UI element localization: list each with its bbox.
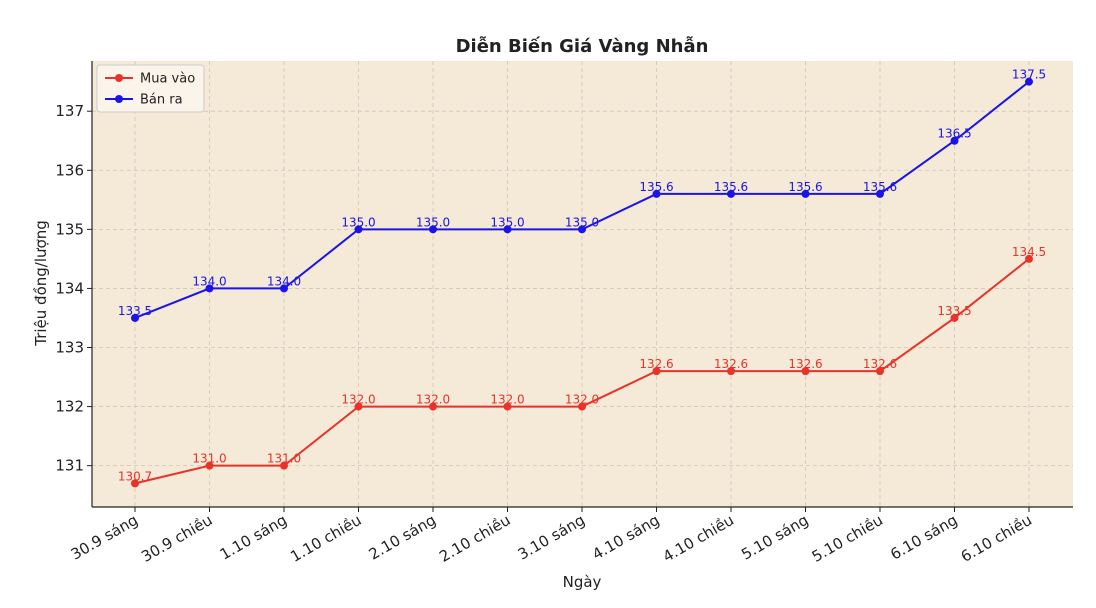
- y-tick-label: 132: [55, 398, 84, 416]
- data-point: [205, 284, 214, 293]
- x-tick-label: 30.9 sáng: [68, 511, 141, 564]
- data-label: 137.5: [1012, 68, 1046, 82]
- data-point: [727, 367, 735, 376]
- data-point: [578, 402, 586, 411]
- data-point: [429, 225, 437, 234]
- data-point: [950, 313, 959, 322]
- y-tick-label: 134: [55, 279, 84, 297]
- x-tick-label: 5.10 chiều: [809, 511, 886, 566]
- data-label: 135.6: [714, 180, 748, 194]
- x-tick-label: 1.10 sáng: [217, 511, 290, 564]
- data-label: 134.0: [267, 274, 301, 288]
- data-point: [1025, 254, 1033, 263]
- data-label: 134.0: [192, 274, 226, 288]
- data-label: 132.0: [341, 393, 375, 407]
- data-point: [876, 189, 884, 198]
- data-point: [578, 225, 586, 234]
- x-tick-label: 4.10 chiều: [660, 511, 737, 566]
- data-label: 134.5: [1012, 245, 1046, 259]
- data-label: 132.6: [863, 357, 897, 371]
- data-label: 135.6: [788, 180, 822, 194]
- y-tick-label: 135: [55, 220, 84, 238]
- data-point: [652, 367, 661, 376]
- x-axis-title: Ngày: [563, 573, 602, 591]
- data-label: 132.6: [714, 357, 748, 371]
- data-label: 135.6: [639, 180, 673, 194]
- data-label: 132.0: [416, 393, 450, 407]
- data-label: 132.0: [490, 393, 524, 407]
- x-tick-label: 5.10 sáng: [738, 511, 811, 564]
- x-tick-label: 30.9 chiều: [138, 511, 215, 566]
- data-label: 135.0: [490, 215, 524, 229]
- legend-box: [96, 64, 205, 113]
- x-tick-label: 2.10 chiều: [436, 511, 513, 566]
- y-tick-label: 136: [55, 161, 84, 179]
- data-label: 135.0: [341, 215, 375, 229]
- legend-marker-dot-ban-ra: [115, 95, 123, 103]
- data-label: 135.6: [863, 180, 897, 194]
- y-tick-label: 131: [55, 457, 84, 475]
- legend-marker-dot-mua-vao: [115, 74, 123, 82]
- data-point: [354, 402, 363, 411]
- data-point: [1025, 77, 1033, 86]
- plot-background: [92, 61, 1073, 507]
- x-tick-label: 1.10 chiều: [287, 511, 364, 566]
- data-label: 136.5: [937, 127, 971, 141]
- data-point: [801, 189, 810, 198]
- x-tick-label: 2.10 sáng: [366, 511, 439, 564]
- data-label: 130.7: [118, 469, 152, 483]
- legend-label-ban-ra: Bán ra: [140, 93, 183, 108]
- data-label: 133.5: [937, 304, 971, 318]
- data-label: 131.0: [267, 452, 301, 466]
- data-labels: 130.7 131.0 131.0 132.0 132.0 132.0 132.0 132.6…: [118, 68, 1046, 484]
- data-label: 132.6: [788, 357, 822, 371]
- data-point: [205, 461, 214, 470]
- data-label: 135.0: [416, 215, 450, 229]
- data-label: 132.0: [565, 393, 599, 407]
- x-tick-label: 3.10 sáng: [515, 511, 588, 564]
- data-point: [503, 402, 512, 411]
- data-point: [429, 402, 437, 411]
- data-point: [131, 313, 139, 322]
- data-label: 132.6: [639, 357, 673, 371]
- data-point: [876, 367, 884, 376]
- data-point: [727, 189, 735, 198]
- data-point: [131, 479, 139, 488]
- data-label: 135.0: [565, 215, 599, 229]
- data-point: [280, 461, 288, 470]
- data-point: [280, 284, 288, 293]
- data-label: 131.0: [192, 452, 226, 466]
- x-tick-label: 6.10 sáng: [887, 511, 960, 564]
- data-label: 133.5: [118, 304, 152, 318]
- data-point: [503, 225, 512, 234]
- data-point: [801, 367, 810, 376]
- x-tick-label: 4.10 sáng: [589, 511, 662, 564]
- data-point: [652, 189, 661, 198]
- axes: [87, 61, 1073, 512]
- series-lines: [131, 77, 1033, 488]
- x-tick-label: 6.10 chiều: [958, 511, 1035, 566]
- legend: Mua vào Bán ra: [96, 64, 205, 113]
- y-axis-title: Triệu đồng/lượng: [32, 220, 50, 346]
- y-tick-label: 137: [55, 102, 84, 120]
- y-tick-label: 133: [55, 339, 84, 357]
- legend-label-mua-vao: Mua vào: [140, 72, 195, 87]
- chart-title: Diễn Biến Giá Vàng Nhẫn: [456, 35, 709, 57]
- data-point: [354, 225, 363, 234]
- data-point: [950, 136, 959, 145]
